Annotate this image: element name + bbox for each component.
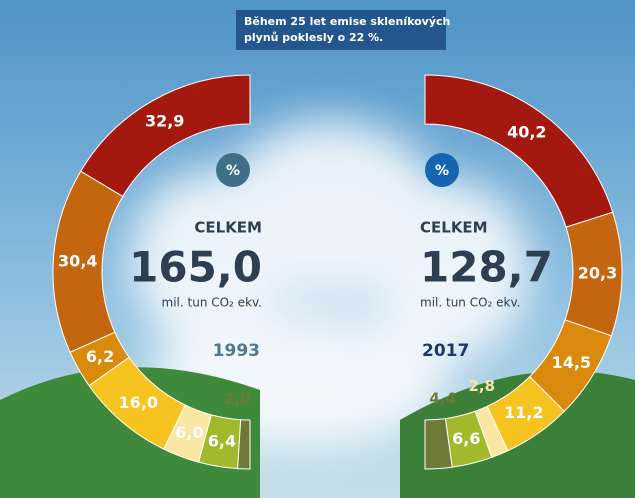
value-label: 6,6 — [452, 429, 480, 448]
value-label: 4,4 — [429, 389, 456, 407]
value-label: 20,3 — [578, 263, 617, 282]
year: 2017 — [422, 341, 469, 361]
value-label: 6,0 — [175, 423, 203, 442]
value-label: 6,2 — [86, 347, 114, 366]
title-line: plynů poklesly o 22 %. — [244, 31, 383, 44]
infographic: Během 25 let emise skleníkových plynů po… — [0, 0, 635, 498]
total-caption: CELKEM — [420, 219, 488, 237]
title-line: Během 25 let emise skleníkových — [244, 15, 450, 28]
percent-sign: % — [226, 163, 240, 179]
total-value: 128,7 — [420, 243, 553, 292]
value-label: 16,0 — [119, 393, 158, 412]
value-label: 32,9 — [145, 112, 184, 131]
value-label: 2,8 — [468, 377, 495, 395]
unit: mil. tun CO₂ ekv. — [162, 296, 262, 310]
total-value: 165,0 — [129, 243, 262, 292]
percent-sign: % — [435, 163, 449, 179]
year: 1993 — [213, 341, 260, 361]
unit: mil. tun CO₂ ekv. — [420, 296, 520, 310]
value-label: 2,0 — [224, 390, 251, 408]
total-caption: CELKEM — [194, 219, 262, 237]
value-label: 14,5 — [552, 353, 591, 372]
value-label: 6,4 — [208, 432, 236, 451]
value-label: 30,4 — [58, 251, 97, 270]
value-label: 40,2 — [507, 122, 546, 141]
value-label: 11,2 — [504, 403, 543, 422]
